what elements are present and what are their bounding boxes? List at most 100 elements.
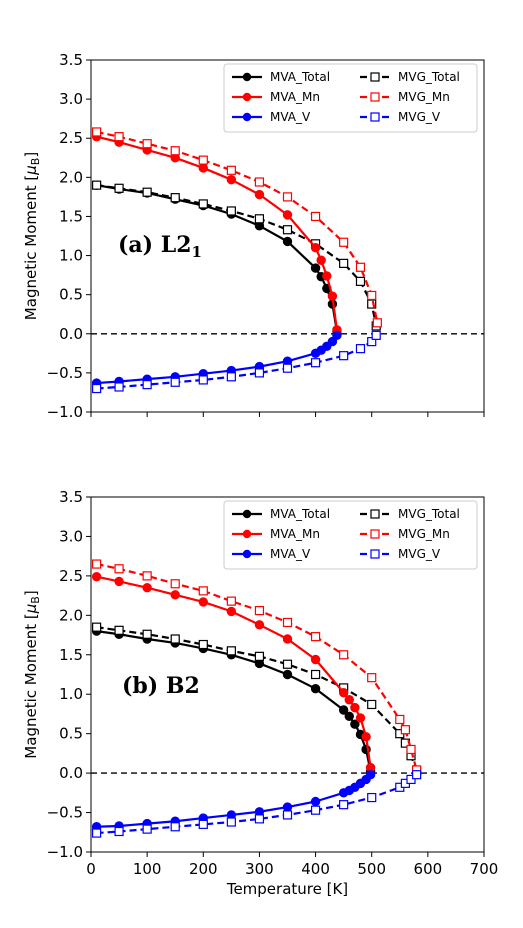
legend-label-MVA_V: MVA_V <box>270 110 311 124</box>
data-point-MVG_V <box>226 372 236 382</box>
data-point-MVG_V <box>371 330 381 340</box>
data-point-MVG_Total <box>226 646 236 656</box>
data-point-MVG_Total <box>367 699 377 710</box>
data-point-MVA_Mn <box>91 571 102 582</box>
data-point-MVG_V <box>170 822 180 832</box>
data-point-MVG_Total <box>170 634 180 644</box>
data-point-MVG_V <box>282 363 293 373</box>
data-point-MVG_Mn <box>310 632 321 642</box>
data-point-MVA_Total <box>344 711 354 722</box>
data-point-MVA_Total <box>350 719 360 729</box>
y-tick-label: 1.5 <box>59 646 83 664</box>
y-tick-label: 1.5 <box>59 207 83 225</box>
data-point-MVG_Mn <box>226 165 236 175</box>
data-point-MVA_Mn <box>316 255 326 265</box>
data-point-MVG_Total <box>367 299 377 309</box>
data-point-MVA_Mn <box>114 576 124 587</box>
data-point-MVG_Mn <box>339 237 349 247</box>
data-point-MVG_V <box>406 774 416 785</box>
data-point-MVG_Mn <box>310 211 321 222</box>
data-point-MVA_V <box>310 796 321 807</box>
x-tick-label: 700 <box>470 860 499 878</box>
series-line-MVA_V <box>96 334 338 385</box>
data-point-MVA_Mn <box>310 243 321 253</box>
legend: MVA_Total MVG_Total MVA_Mn MVG_Mn MVA_V MVG_V <box>223 63 478 133</box>
data-point-MVG_Total <box>114 183 124 193</box>
data-point-MVG_Mn <box>367 673 377 683</box>
data-point-MVG_Total <box>198 199 208 209</box>
y-tick-label: 2.0 <box>59 168 83 186</box>
data-point-MVA_Mn <box>327 291 338 301</box>
axes-frame <box>90 496 485 853</box>
y-tick-label: −0.5 <box>47 364 83 382</box>
data-point-MVG_Mn <box>254 177 265 187</box>
y-tick-label: 0.0 <box>59 325 83 343</box>
legend-label-MVG_Total: MVG_Total <box>398 507 460 521</box>
data-point-MVG_Total <box>170 193 180 203</box>
data-point-MVG_Mn <box>92 559 102 569</box>
data-point-MVG_V <box>282 810 293 820</box>
panel-label: (b) B2 <box>122 673 200 699</box>
x-tick-label: 200 <box>189 860 218 878</box>
data-point-MVA_V <box>327 336 338 347</box>
data-point-MVG_V <box>92 383 102 394</box>
data-point-MVA_Total <box>282 669 293 680</box>
data-point-MVG_V <box>226 817 236 827</box>
data-point-MVG_Mn <box>372 318 382 328</box>
legend-marker-MVA_Total <box>242 509 252 519</box>
data-point-MVA_V <box>332 330 342 341</box>
data-point-MVG_Total <box>226 206 236 216</box>
data-point-MVG_Mn <box>254 605 265 616</box>
data-point-MVG_Mn <box>170 146 180 156</box>
data-point-MVA_V <box>282 802 293 812</box>
legend-marker-MVG_Total <box>370 509 380 519</box>
data-point-MVG_Total <box>92 180 102 190</box>
legend-marker-MVA_Mn <box>242 529 252 539</box>
y-tick-label: 2.5 <box>59 567 83 585</box>
data-point-MVG_Mn <box>226 596 236 606</box>
data-point-MVA_Total <box>282 236 293 247</box>
data-point-MVA_Mn <box>170 590 180 600</box>
y-tick-label: 3.0 <box>59 90 83 108</box>
data-point-MVG_Total <box>339 258 349 268</box>
data-point-MVA_Mn <box>310 654 321 665</box>
data-point-MVG_V <box>412 770 422 780</box>
legend-label-MVA_Mn: MVA_Mn <box>270 90 320 104</box>
data-point-MVA_Mn <box>198 163 208 173</box>
data-point-MVG_V <box>355 344 366 354</box>
data-point-MVG_Mn <box>198 586 208 596</box>
data-point-MVG_V <box>254 814 265 824</box>
x-tick-label: 300 <box>245 860 274 878</box>
legend-box <box>223 500 478 570</box>
data-point-MVA_Mn <box>322 271 332 281</box>
legend-marker-MVA_V <box>242 549 252 559</box>
legend-label-MVG_V: MVG_V <box>398 110 441 124</box>
y-axis-label: Magnetic Moment [μB] <box>22 590 42 758</box>
y-axis-label: Magnetic Moment [μB] <box>22 152 42 320</box>
data-point-MVA_Mn <box>226 606 237 617</box>
data-point-MVG_Total <box>310 669 321 680</box>
legend-label-MVG_V: MVG_V <box>398 547 441 561</box>
legend-marker-MVA_V <box>242 112 252 122</box>
y-tick-label: −1.0 <box>47 843 83 861</box>
data-point-MVG_Mn <box>282 192 293 202</box>
data-point-MVG_V <box>367 792 377 803</box>
y-tick-label: 3.5 <box>59 488 83 506</box>
legend-marker-MVG_Mn <box>370 92 380 102</box>
data-point-MVA_Mn <box>226 174 237 185</box>
data-point-MVG_Total <box>198 639 208 650</box>
data-point-MVG_Mn <box>282 617 293 628</box>
data-point-MVA_Total <box>310 684 321 694</box>
panel-label: (a) L21 <box>118 232 202 261</box>
data-point-MVG_Total <box>254 651 265 661</box>
data-point-MVG_Mn <box>406 744 416 755</box>
data-point-MVG_Mn <box>400 725 410 735</box>
legend-marker-MVG_V <box>370 112 380 122</box>
y-tick-label: 3.5 <box>59 51 83 69</box>
data-point-MVG_V <box>142 824 152 834</box>
data-point-MVG_Total <box>355 276 366 286</box>
y-tick-label: −1.0 <box>47 403 83 421</box>
data-point-MVA_Mn <box>282 634 293 644</box>
x-axis-label: Temperature [K] <box>226 880 348 898</box>
data-point-MVG_V <box>339 351 349 361</box>
